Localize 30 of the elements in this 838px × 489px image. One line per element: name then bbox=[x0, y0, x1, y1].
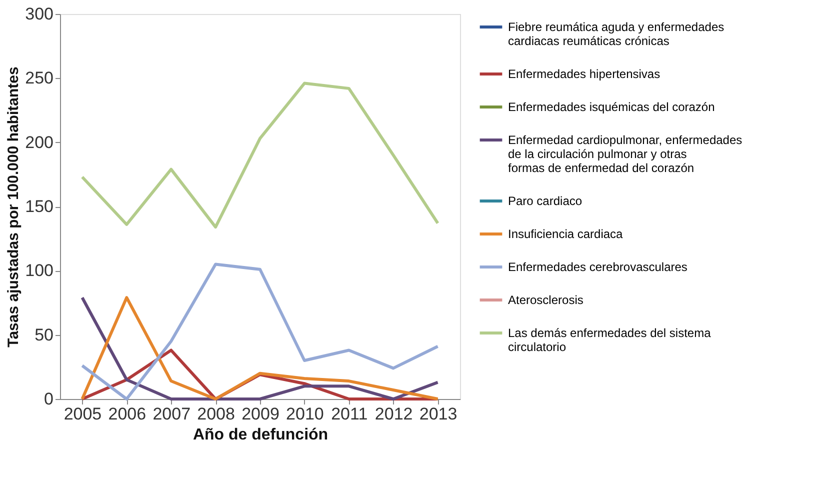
x-tick-label: 2012 bbox=[374, 404, 413, 424]
line-series bbox=[80, 82, 440, 229]
line-series bbox=[80, 296, 440, 400]
x-tick-label: 2008 bbox=[197, 404, 235, 424]
x-tick-label: 2005 bbox=[64, 404, 102, 424]
y-tick-label: 250 bbox=[25, 68, 54, 88]
legend-label: Enfermedades isquémicas del corazón bbox=[508, 100, 715, 114]
legend-label: Insuficiencia cardiaca bbox=[508, 227, 624, 241]
y-axis-title: Tasas ajustadas por 100.000 habitantes bbox=[5, 66, 22, 348]
x-tick-label: 2006 bbox=[108, 404, 146, 424]
x-tick-label: 2009 bbox=[242, 404, 280, 424]
legend-label: Enfermedades cerebrovasculares bbox=[508, 260, 688, 274]
y-tick-label: 150 bbox=[25, 197, 54, 216]
y-tick-label: 50 bbox=[34, 325, 54, 344]
line-series bbox=[80, 262, 440, 400]
y-tick-label: 300 bbox=[25, 4, 54, 24]
legend-label: Aterosclerosis bbox=[508, 293, 584, 307]
x-tick-label: 2011 bbox=[331, 404, 368, 424]
y-tick-label: 200 bbox=[25, 132, 54, 152]
legend-label: Enfermedades hipertensivas bbox=[508, 67, 660, 81]
x-tick-label: 2007 bbox=[152, 404, 191, 424]
legend-label: Enfermedad cardiopulmonar, enfermedades de la circulación pulmonar y otras formas de enfermedad del corazón bbox=[508, 133, 742, 175]
legend-label: Paro cardiaco bbox=[508, 194, 582, 208]
x-tick-label: 2013 bbox=[419, 404, 458, 424]
x-tick-label: 2010 bbox=[286, 404, 324, 424]
legend-label: Las demás enfermedades del sistema circulatorio bbox=[508, 326, 712, 354]
legend-label: Fiebre reumática aguda y enfermedades cardiacas reumáticas crónicas bbox=[508, 20, 724, 48]
y-tick-label: 0 bbox=[44, 390, 54, 408]
x-axis-title: Año de defunción bbox=[192, 426, 328, 444]
y-tick-label: 100 bbox=[25, 261, 54, 280]
